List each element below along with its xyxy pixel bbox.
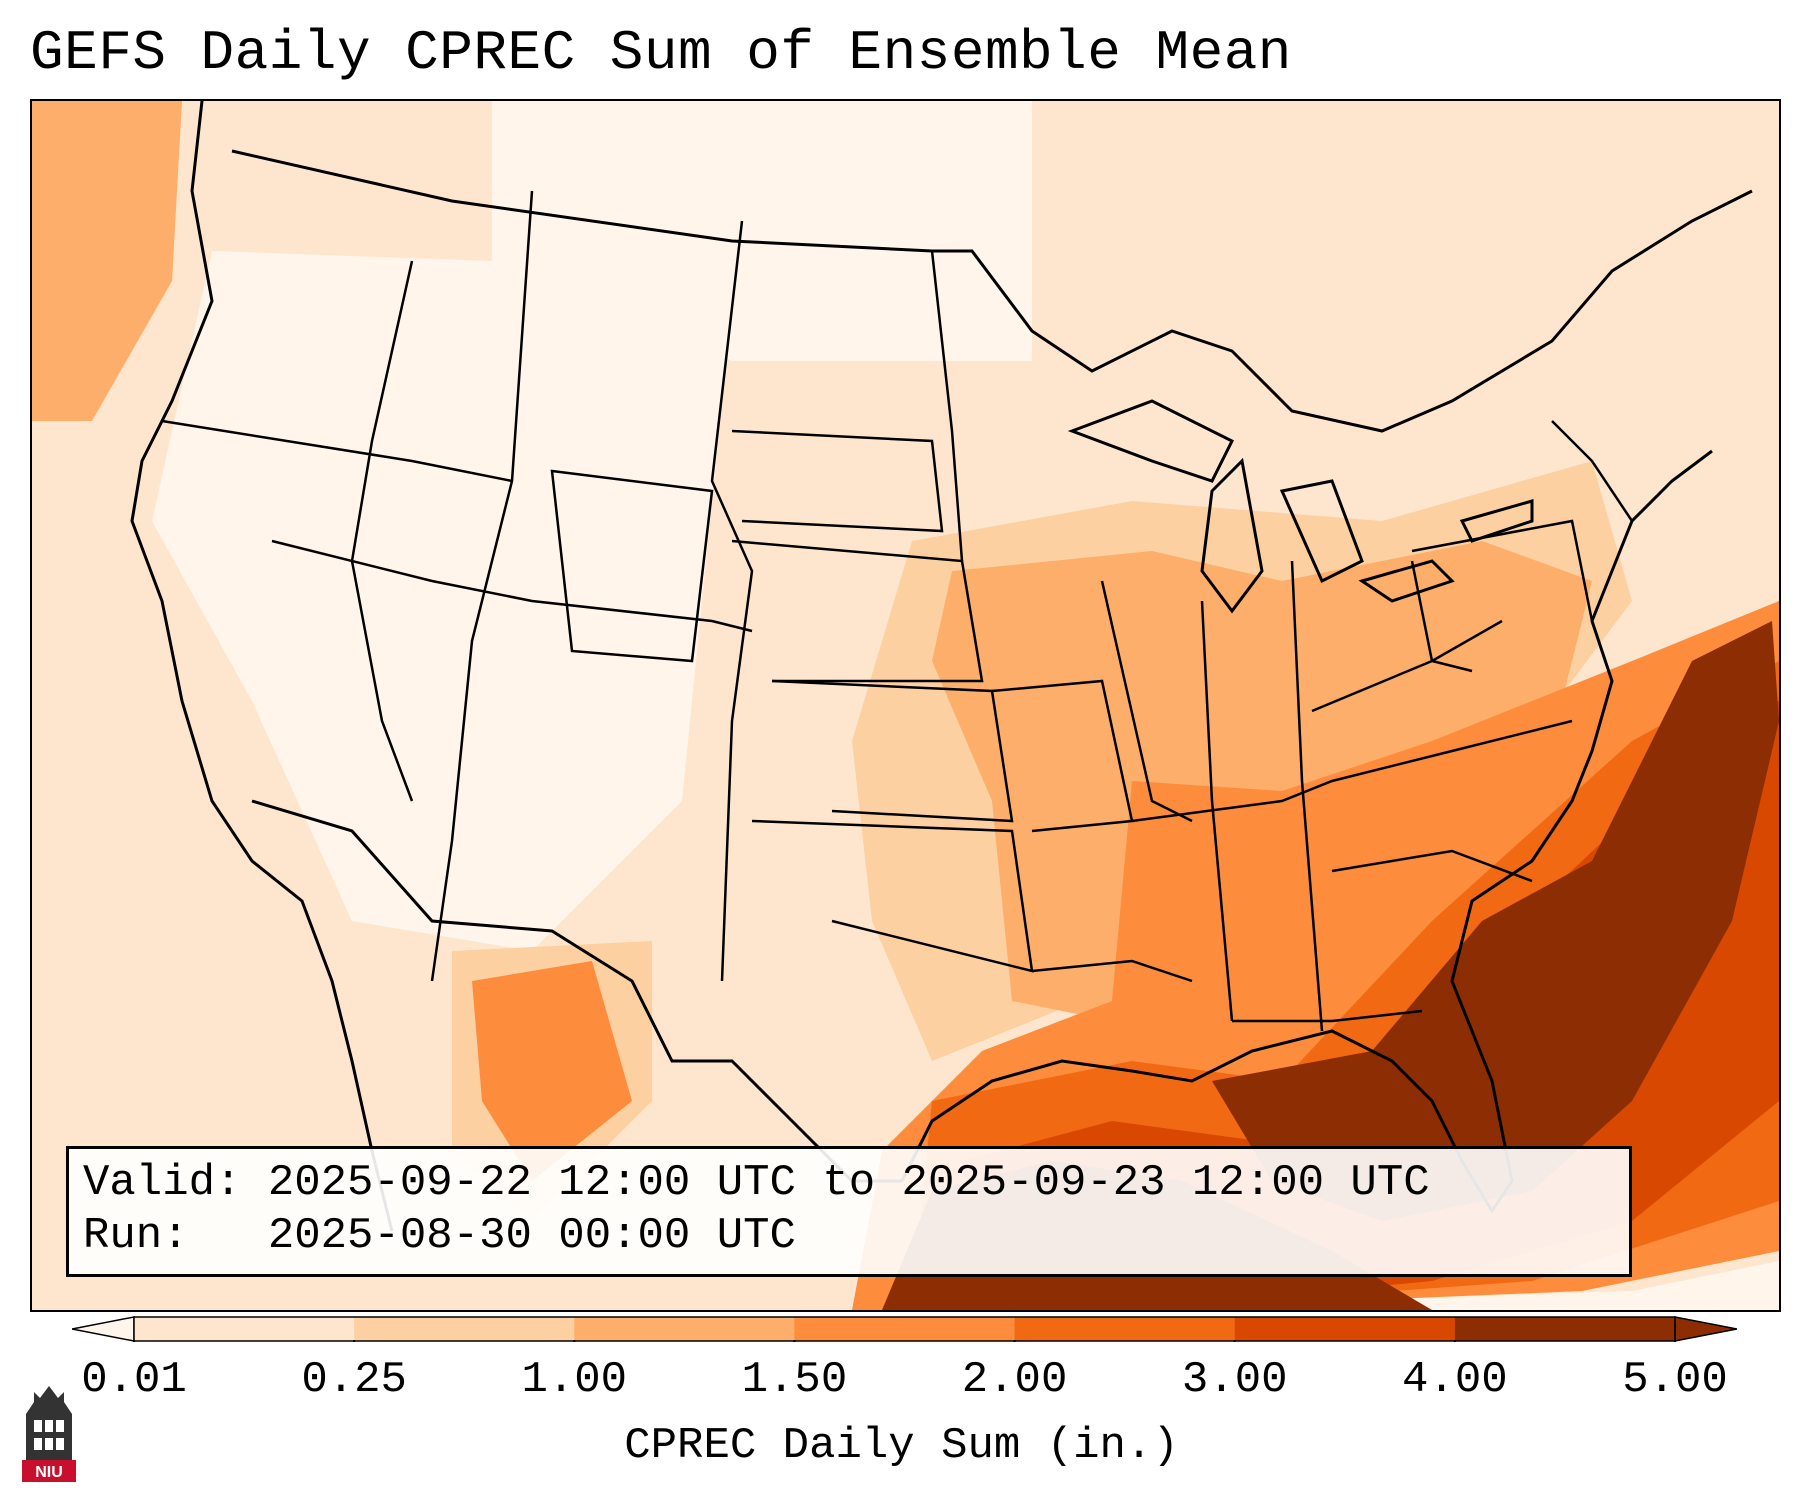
colorbar-tick-labels: 0.01 0.25 1.00 1.50 2.00 3.00 4.00 5.00 <box>0 1353 1803 1413</box>
colorbar-segment <box>354 1317 575 1341</box>
colorbar-segment <box>574 1317 795 1341</box>
colorbar-tick-label: 0.25 <box>301 1355 407 1405</box>
run-value: 2025-08-30 00:00 UTC <box>267 1211 796 1261</box>
border-canada <box>231 149 1753 433</box>
colorbar-segment <box>1454 1317 1676 1341</box>
valid-time-row: Valid: 2025-09-22 12:00 UTC to 2025-09-2… <box>83 1157 1615 1210</box>
map-title: GEFS Daily CPREC Sum of Ensemble Mean <box>30 21 1292 85</box>
colorbar-tick-label: 3.00 <box>1181 1355 1288 1405</box>
colorbar-tick-label: 0.01 <box>81 1355 187 1405</box>
precipitation-map <box>32 101 1779 1310</box>
valid-label: Valid: <box>83 1158 242 1208</box>
colorbar-tick-label: 1.50 <box>741 1355 848 1405</box>
colorbar-tick-label: 5.00 <box>1622 1355 1728 1405</box>
colorbar-tick-label: 4.00 <box>1402 1355 1508 1405</box>
logo-window-3 <box>56 1420 64 1432</box>
logo-text: NIU <box>35 1464 63 1481</box>
valid-run-info-box: Valid: 2025-09-22 12:00 UTC to 2025-09-2… <box>66 1146 1632 1277</box>
colorbar-tick-label: 2.00 <box>961 1355 1068 1405</box>
niu-logo: NIU <box>22 1386 76 1482</box>
shade-lightest-west <box>152 251 732 951</box>
shade-medium <box>932 541 1592 1021</box>
colorbar-segment <box>134 1317 355 1341</box>
logo-banner <box>22 1460 76 1482</box>
colorbar-extend-low <box>72 1316 135 1342</box>
colorbar-extend-high <box>1674 1316 1737 1342</box>
valid-value: 2025-09-22 12:00 UTC to 2025-09-23 12:00… <box>267 1158 1430 1208</box>
run-time-row: Run: 2025-08-30 00:00 UTC <box>83 1210 1615 1263</box>
colorbar <box>72 1316 1737 1342</box>
logo-window-2 <box>45 1420 53 1432</box>
logo-window-1 <box>34 1420 42 1432</box>
colorbar-tick-label: 1.00 <box>521 1355 628 1405</box>
great-lakes <box>1067 399 1534 614</box>
logo-window-4 <box>34 1438 42 1450</box>
colorbar-segment <box>1014 1317 1236 1341</box>
run-label: Run: <box>83 1211 189 1261</box>
shade-max <box>1212 621 1779 1221</box>
logo-window-5 <box>45 1438 53 1450</box>
coastline-west <box>130 101 394 1232</box>
shade-lightest-north <box>492 101 1032 361</box>
shade-nw <box>32 101 182 421</box>
colorbar-outline <box>133 1316 1676 1342</box>
colorbar-title: CPREC Daily Sum (in.) <box>624 1421 1179 1471</box>
shade-medium-west <box>472 961 632 1181</box>
colorbar-segment <box>1234 1317 1456 1341</box>
logo-window-6 <box>56 1438 64 1450</box>
colorbar-segment <box>794 1317 1016 1341</box>
map-panel <box>30 99 1781 1312</box>
state-borders <box>161 190 1634 1032</box>
